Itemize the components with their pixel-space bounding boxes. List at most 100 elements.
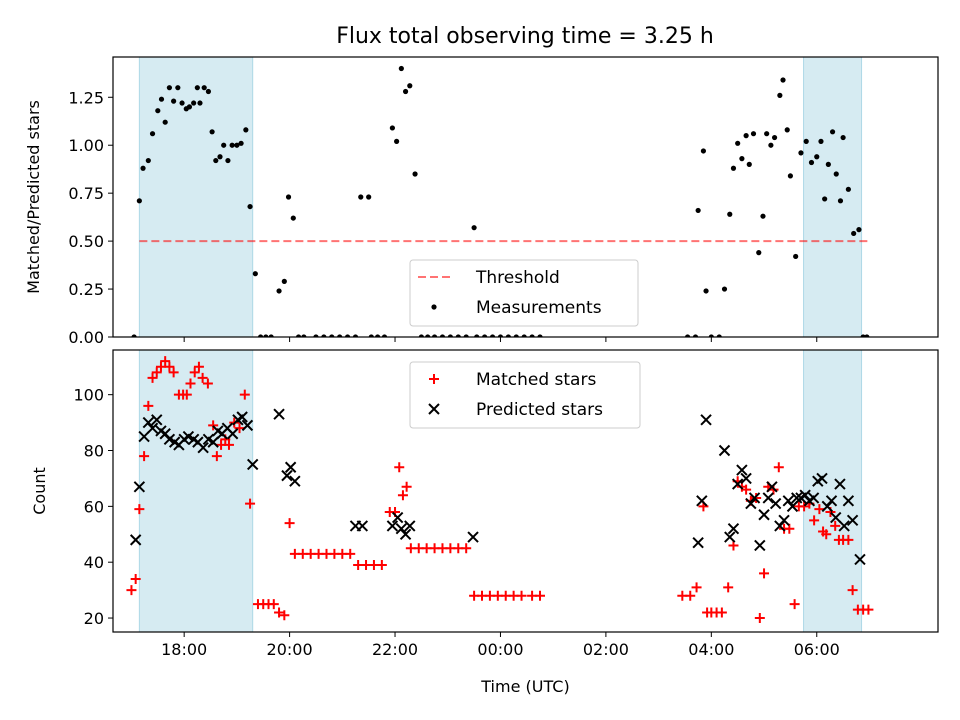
measurement-point (700, 148, 707, 154)
measurement-point (295, 334, 302, 337)
measurement-point (145, 157, 151, 164)
predicted-point (386, 520, 399, 532)
matched-point (126, 585, 137, 596)
measurement-point (845, 186, 851, 192)
matched-point (394, 462, 405, 473)
legend-label: Measurements (476, 298, 602, 318)
axes-frame (112, 56, 939, 338)
measurement-point (695, 207, 701, 214)
matched-point (754, 613, 765, 624)
measurement-point (344, 334, 351, 337)
predicted-point (399, 528, 412, 540)
y-tick-label: 0.50 (68, 232, 104, 251)
measurement-point (263, 334, 269, 337)
matched-point (685, 590, 696, 601)
plot-marks (126, 356, 874, 624)
observing-span-0 (138, 349, 254, 633)
predicted-point (391, 511, 404, 524)
top-panel: 0.00 0.25 0.50 0.75 1.00 1.25 Matched/Predicte… (24, 56, 939, 347)
measurement-point (798, 150, 804, 156)
measurement-point (474, 334, 480, 337)
y-axis-label: Count (30, 467, 49, 515)
measurement-point (234, 142, 240, 148)
legend-matched-swatch (429, 374, 439, 384)
matched-point (691, 582, 702, 593)
predicted-point (724, 531, 736, 543)
matched-point (723, 582, 734, 593)
matched-point (193, 361, 204, 372)
measurement-point (851, 230, 857, 237)
measurement-point (290, 215, 296, 221)
predicted-point (226, 428, 239, 440)
measurement-point (822, 196, 828, 202)
predicted-point (146, 422, 159, 434)
y-tick-label: 0.75 (68, 184, 104, 203)
matched-point (279, 610, 290, 621)
measurement-point (252, 271, 258, 277)
y-tick-label: 1.00 (68, 136, 104, 155)
predicted-point (727, 522, 740, 535)
measurement-point (171, 98, 177, 104)
measurement-point (482, 334, 488, 337)
predicted-point (854, 553, 866, 566)
predicted-point (289, 475, 301, 487)
measurement-point (366, 194, 372, 200)
matched-point (155, 361, 166, 372)
measurement-point (760, 213, 766, 219)
predicted-point (404, 520, 416, 532)
measurement-point (389, 125, 395, 131)
predicted-point (151, 414, 163, 426)
measurement-point (489, 334, 496, 337)
predicted-point (731, 478, 744, 490)
predicted-point (816, 472, 828, 485)
matched-point (773, 462, 784, 473)
measurement-point (756, 250, 762, 256)
measurement-point (505, 334, 511, 337)
measurement-point (829, 129, 836, 135)
measurement-point (352, 334, 359, 337)
measurement-point (158, 96, 165, 102)
measurement-point (412, 171, 418, 177)
measurement-point (685, 334, 691, 337)
measurement-point (197, 100, 203, 106)
predicted-point (129, 534, 142, 546)
measurement-point (746, 161, 752, 167)
observing-span-0 (138, 56, 254, 338)
measurement-point (140, 165, 146, 171)
measurement-point (191, 100, 197, 106)
matched-point (401, 481, 412, 492)
measurement-point (803, 138, 809, 144)
x-tick-label: 00:00 (477, 640, 523, 659)
predicted-point (467, 531, 479, 543)
matched-point (814, 504, 825, 515)
chart-title: Flux total observing time = 3.25 h (336, 24, 714, 49)
measurement-point (743, 133, 749, 139)
matched-point (741, 484, 752, 495)
legend-label: Predicted stars (476, 400, 603, 420)
measurement-point (329, 334, 335, 337)
measurement-point (692, 334, 699, 337)
measurement-point (808, 159, 815, 166)
matched-point (821, 529, 832, 540)
matched-point (397, 490, 408, 501)
measurement-point (225, 157, 231, 164)
matched-point (830, 520, 841, 531)
series-plus (126, 356, 874, 624)
measurement-point (155, 108, 161, 114)
predicted-point (718, 444, 731, 457)
predicted-point (207, 436, 219, 448)
measurement-point (217, 154, 223, 160)
measurement-point (529, 334, 535, 337)
measurement-point (856, 227, 862, 233)
matched-point (461, 543, 472, 554)
matched-point (211, 451, 222, 462)
measurement-point (179, 100, 185, 106)
matched-point (143, 400, 154, 411)
x-tick-label: 02:00 (583, 640, 629, 659)
measurement-point (276, 288, 282, 294)
matched-point (268, 599, 279, 610)
measurement-point (721, 286, 728, 292)
measurement-point (439, 334, 446, 337)
measurement-point (418, 334, 424, 337)
axes-frame (112, 349, 939, 633)
